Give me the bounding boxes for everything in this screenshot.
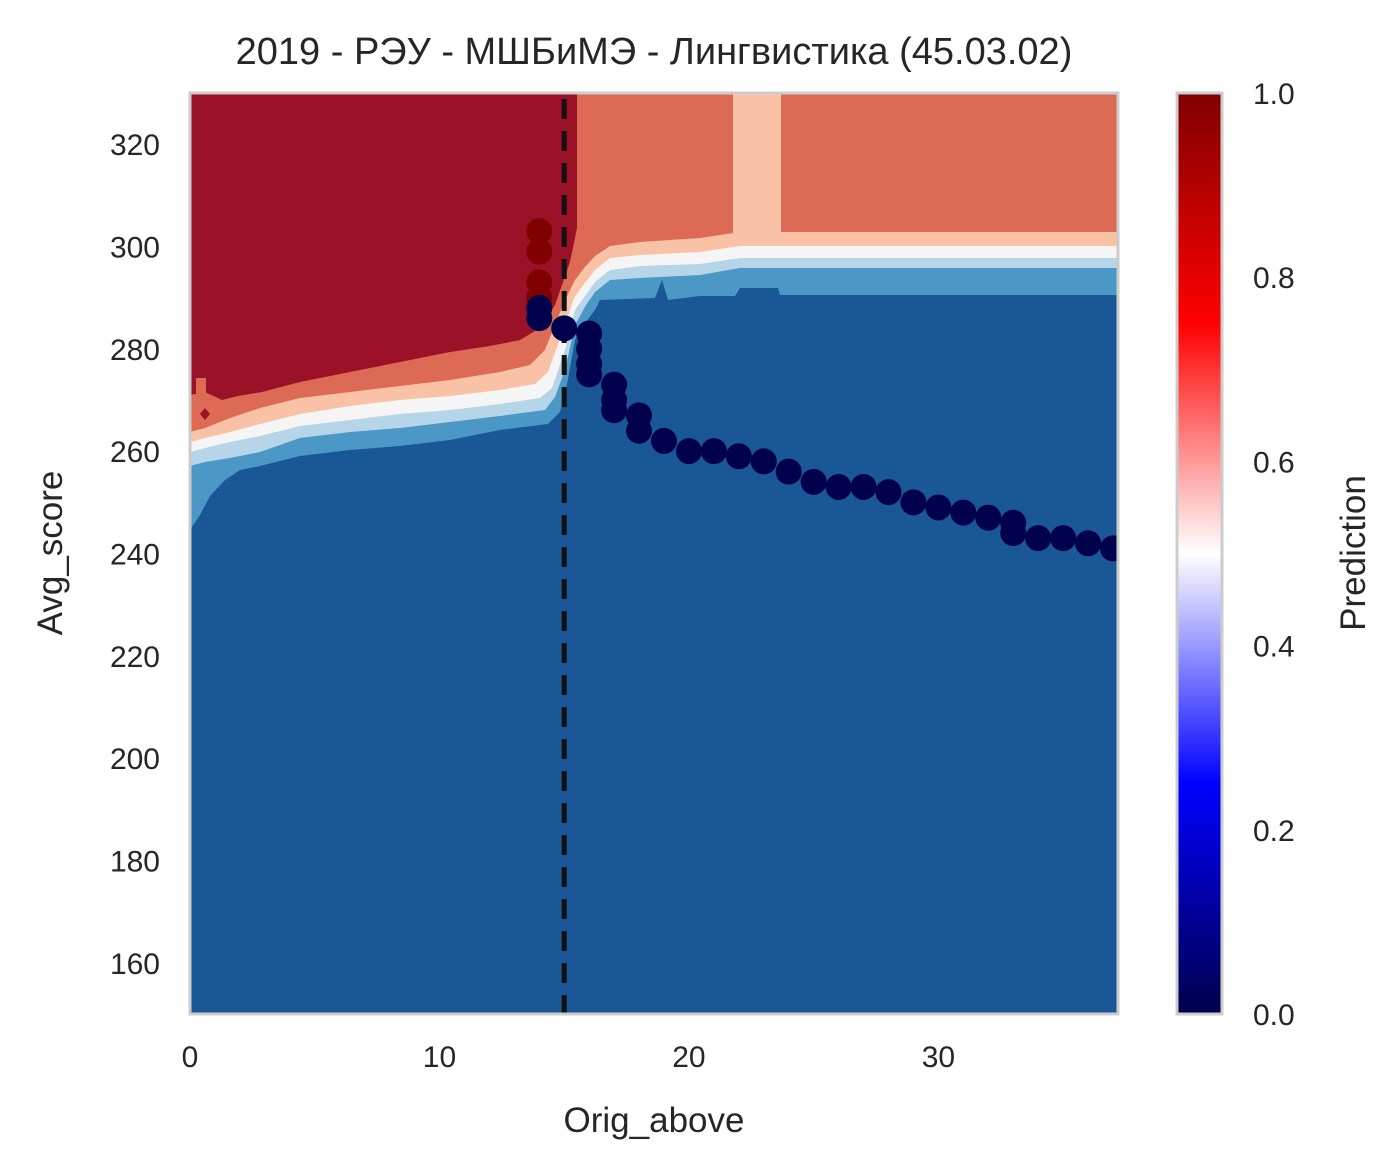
colorbar-tick-label: 0.6 [1253,446,1295,479]
contour-stripe-0.6 [733,93,781,246]
x-axis-label: Orig_above [564,1101,745,1140]
colorbar-frame [1175,91,1224,1016]
scatter-point [576,361,603,388]
y-axis-label: Avg_score [31,471,70,636]
scatter-point [950,499,977,526]
y-tick-label: 160 [110,948,160,981]
x-tick-label: 0 [182,1041,199,1074]
contour-region-high [190,93,577,400]
scatter-point [700,438,727,465]
colorbar [1177,93,1222,1014]
scatter-point [825,473,852,500]
scatter-point [1050,525,1077,552]
colorbar-tick-label: 0.4 [1253,631,1295,664]
scatter-point [800,468,827,495]
scatter-point [675,438,702,465]
scatter-point [526,305,553,332]
scatter-point [900,489,927,516]
y-tick-label: 260 [110,436,160,469]
y-tick-label: 220 [110,641,160,674]
scatter-point [1100,535,1118,562]
y-tick-label: 200 [110,743,160,776]
y-axis-ticks: 160 180 200 220 240 260 280 300 320 [110,129,160,981]
y-tick-label: 280 [110,334,160,367]
colorbar-tick-label: 1.0 [1253,78,1295,111]
colorbar-tick-label: 0.2 [1253,815,1295,848]
contour-speck-high [200,408,210,420]
x-tick-label: 20 [672,1041,705,1074]
scatter-point [975,504,1002,531]
scatter-point [626,417,653,444]
scatter-point [1000,520,1027,547]
scatter-points [526,218,1118,562]
scatter-point [526,218,553,245]
scatter-point [551,315,578,342]
x-tick-label: 10 [423,1041,456,1074]
scatter-point [526,238,553,265]
scatter-point [1025,525,1052,552]
y-tick-label: 180 [110,846,160,879]
scatter-point [850,473,877,500]
scatter-point [725,443,752,470]
contour-notch-0.7 [196,378,206,418]
plot-frame [188,91,1120,1016]
y-tick-label: 320 [110,129,160,162]
colorbar-tick-label: 0.0 [1253,999,1295,1032]
x-tick-label: 30 [922,1041,955,1074]
chart-title: 2019 - РЭУ - МШБиМЭ - Лингвистика (45.03… [236,31,1073,73]
y-tick-label: 240 [110,539,160,572]
scatter-point [650,427,677,454]
scatter-point [1075,530,1102,557]
contour-area [190,93,1118,1014]
scatter-point [775,458,802,485]
x-axis-ticks: 0 10 20 30 [182,1041,955,1074]
colorbar-ticks: 0.0 0.2 0.4 0.6 0.8 1.0 [1253,78,1295,1032]
scatter-point [750,448,777,475]
scatter-point [601,397,628,424]
colorbar-label: Prediction [1334,475,1373,631]
scatter-point [875,479,902,506]
y-tick-label: 300 [110,232,160,265]
colorbar-tick-label: 0.8 [1253,262,1295,295]
scatter-point [925,494,952,521]
